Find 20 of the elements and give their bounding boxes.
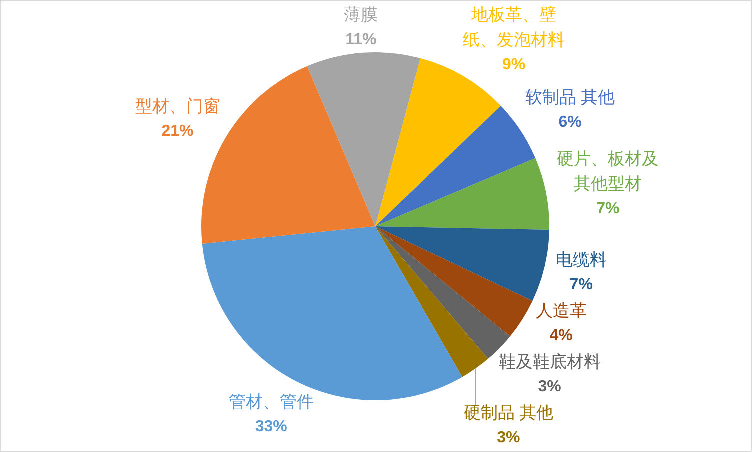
data-label: 7% [570, 276, 593, 294]
slice-label: 管材、管件 [228, 392, 314, 412]
slice-label: 型材、门窗 [135, 97, 220, 116]
data-label: 3% [497, 430, 520, 446]
slice-label: 鞋及鞋底材料 [498, 352, 601, 372]
data-label: 11% [346, 32, 377, 48]
slice-label: 人造革 [536, 302, 587, 320]
slice-label: 软制品 其他 [525, 88, 616, 108]
slice-label: 电缆料 [556, 250, 607, 270]
slice-label: 硬片、板材及其他型材 [557, 150, 660, 194]
data-label: 21% [162, 123, 194, 140]
data-label: 9% [502, 56, 526, 74]
slice-label: 薄膜 [344, 6, 378, 24]
slice-label: 地板革、壁纸、发泡材料 [463, 6, 566, 50]
data-label: 6% [558, 114, 582, 132]
data-label: 33% [255, 418, 288, 436]
data-label: 7% [596, 200, 620, 218]
data-label: 4% [550, 328, 573, 344]
data-label: 3% [538, 378, 562, 396]
slice-label: 硬制品 其他 [464, 404, 554, 422]
